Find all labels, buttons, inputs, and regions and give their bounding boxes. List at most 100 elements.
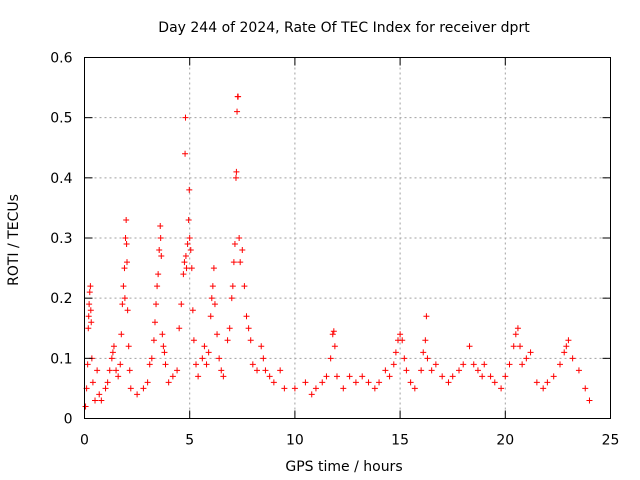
y-tick-label: 0.1 bbox=[50, 351, 72, 367]
data-point bbox=[205, 349, 212, 356]
data-point bbox=[449, 373, 456, 380]
data-point bbox=[161, 349, 168, 356]
x-tick-label: 0 bbox=[80, 433, 89, 449]
chart-title: Day 244 of 2024, Rate Of TEC Index for r… bbox=[158, 20, 530, 36]
data-point bbox=[411, 385, 418, 392]
data-point bbox=[148, 355, 155, 362]
data-point bbox=[428, 367, 435, 374]
data-point bbox=[146, 361, 153, 368]
data-point bbox=[228, 295, 235, 302]
data-point bbox=[563, 343, 570, 350]
data-point bbox=[340, 385, 347, 392]
data-point bbox=[230, 259, 237, 266]
data-point bbox=[487, 373, 494, 380]
data-point bbox=[182, 150, 189, 157]
data-point bbox=[550, 373, 557, 380]
data-point bbox=[533, 379, 540, 386]
data-point bbox=[491, 379, 498, 386]
data-point bbox=[386, 373, 393, 380]
data-point bbox=[86, 289, 93, 296]
data-point bbox=[376, 379, 383, 386]
data-point bbox=[123, 216, 130, 223]
data-point bbox=[122, 235, 129, 241]
x-tick-label: 5 bbox=[185, 433, 194, 449]
data-point bbox=[224, 337, 231, 344]
data-point bbox=[123, 241, 130, 248]
data-points-layer bbox=[82, 93, 593, 410]
data-point bbox=[113, 367, 120, 374]
data-point bbox=[89, 379, 96, 386]
data-point bbox=[260, 355, 267, 362]
data-point bbox=[158, 253, 165, 260]
data-point bbox=[327, 355, 334, 362]
data-point bbox=[201, 343, 208, 350]
data-point bbox=[185, 216, 192, 223]
data-point bbox=[229, 283, 236, 290]
plot-frame bbox=[84, 57, 611, 419]
data-point bbox=[98, 397, 105, 404]
data-point bbox=[510, 343, 517, 350]
data-point bbox=[184, 241, 191, 248]
data-point bbox=[392, 349, 399, 356]
data-point bbox=[523, 355, 530, 362]
data-point bbox=[203, 361, 210, 368]
data-point bbox=[189, 307, 196, 314]
data-point bbox=[125, 343, 132, 350]
data-point bbox=[245, 325, 252, 332]
data-point bbox=[120, 283, 127, 290]
data-point bbox=[232, 174, 239, 181]
data-point bbox=[586, 397, 593, 404]
data-point bbox=[155, 271, 162, 278]
data-point bbox=[291, 385, 298, 392]
data-point bbox=[359, 373, 366, 380]
data-point bbox=[399, 337, 406, 344]
data-point bbox=[169, 373, 176, 380]
data-point bbox=[365, 379, 372, 386]
data-point bbox=[150, 337, 157, 344]
data-point bbox=[390, 361, 397, 368]
data-point bbox=[151, 319, 158, 326]
data-point bbox=[346, 373, 353, 380]
data-point bbox=[557, 361, 564, 368]
data-point bbox=[352, 379, 359, 386]
data-point bbox=[214, 331, 221, 338]
data-point bbox=[582, 385, 589, 392]
data-point bbox=[180, 271, 187, 278]
data-point bbox=[85, 325, 92, 332]
data-point bbox=[186, 186, 193, 193]
data-point bbox=[319, 379, 326, 386]
data-point bbox=[92, 397, 99, 404]
data-point bbox=[110, 343, 117, 350]
data-point bbox=[456, 367, 463, 374]
data-point bbox=[422, 337, 429, 344]
data-point bbox=[84, 361, 91, 368]
data-point bbox=[118, 331, 125, 338]
data-point bbox=[420, 349, 427, 356]
data-point bbox=[208, 295, 215, 302]
data-point bbox=[199, 355, 206, 362]
data-point bbox=[182, 253, 189, 260]
data-point bbox=[241, 283, 248, 290]
data-point bbox=[544, 379, 551, 386]
data-point bbox=[124, 259, 131, 266]
data-point bbox=[140, 385, 147, 392]
data-point bbox=[329, 331, 336, 338]
data-point bbox=[126, 367, 133, 374]
data-point bbox=[195, 373, 202, 380]
data-point bbox=[423, 313, 430, 320]
data-point bbox=[102, 385, 109, 392]
data-point bbox=[209, 283, 216, 290]
data-point bbox=[188, 265, 195, 272]
data-point bbox=[403, 367, 410, 374]
data-point bbox=[565, 337, 572, 344]
data-point bbox=[210, 265, 217, 272]
data-point bbox=[382, 367, 389, 374]
y-tick-label: 0.2 bbox=[50, 291, 72, 307]
data-point bbox=[498, 385, 505, 392]
data-point bbox=[124, 307, 131, 314]
data-point bbox=[86, 301, 93, 308]
y-tick-label: 0.3 bbox=[50, 231, 72, 247]
data-point bbox=[162, 361, 169, 368]
data-point bbox=[502, 373, 509, 380]
